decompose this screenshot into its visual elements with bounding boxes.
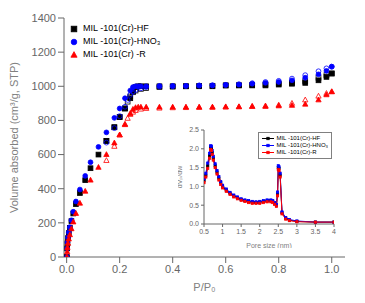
svg-text:1.0: 1.0 xyxy=(189,183,199,190)
svg-text:Volume absorbed (cm³/g, STP): Volume absorbed (cm³/g, STP) xyxy=(8,62,20,213)
html-text:MIL -101(Cr)-HNO₃: MIL -101(Cr)-HNO₃ xyxy=(83,36,161,46)
svg-text:1400: 1400 xyxy=(32,12,56,24)
svg-text:1200: 1200 xyxy=(32,46,56,58)
svg-text:Pore size (nm): Pore size (nm) xyxy=(246,242,292,248)
html-text:MIL -101(Cr)-HF: MIL -101(Cr)-HF xyxy=(276,135,321,141)
svg-text:0: 0 xyxy=(50,251,56,263)
svg-text:P/P₀: P/P₀ xyxy=(193,281,215,293)
html-text:MIL -101(Cr)-R: MIL -101(Cr)-R xyxy=(276,149,317,155)
svg-text:0.8: 0.8 xyxy=(271,263,286,275)
svg-text:1.5: 1.5 xyxy=(189,164,199,171)
svg-text:0.6: 0.6 xyxy=(218,263,233,275)
svg-text:0.4: 0.4 xyxy=(165,263,180,275)
svg-text:400: 400 xyxy=(38,183,56,195)
svg-text:200: 200 xyxy=(38,217,56,229)
svg-text:1: 1 xyxy=(221,228,225,235)
svg-text:1.0: 1.0 xyxy=(324,263,339,275)
svg-text:1.5: 1.5 xyxy=(236,228,246,235)
svg-text:0.5: 0.5 xyxy=(199,228,209,235)
svg-text:600: 600 xyxy=(38,148,56,160)
svg-text:0.2: 0.2 xyxy=(112,263,127,275)
svg-text:3: 3 xyxy=(295,228,299,235)
svg-text:800: 800 xyxy=(38,114,56,126)
svg-text:1000: 1000 xyxy=(32,80,56,92)
svg-text:4: 4 xyxy=(332,228,336,235)
html-text:MIL -101(Cr)-HNO₃: MIL -101(Cr)-HNO₃ xyxy=(276,142,328,148)
svg-text:3.5: 3.5 xyxy=(311,228,321,235)
svg-text:2.0: 2.0 xyxy=(189,145,199,152)
html-text:MIL -101(Cr) -R: MIL -101(Cr) -R xyxy=(83,49,146,59)
svg-text:dVₚ/dw: dVₚ/dw xyxy=(178,165,183,188)
svg-text:2.5: 2.5 xyxy=(189,126,199,133)
svg-text:0.0: 0.0 xyxy=(59,263,74,275)
svg-text:0.5: 0.5 xyxy=(189,202,199,209)
svg-text:0.0: 0.0 xyxy=(189,220,199,227)
html-text:MIL -101(Cr)-HF: MIL -101(Cr)-HF xyxy=(83,23,149,33)
svg-text:2.5: 2.5 xyxy=(273,228,283,235)
svg-text:2: 2 xyxy=(258,228,262,235)
